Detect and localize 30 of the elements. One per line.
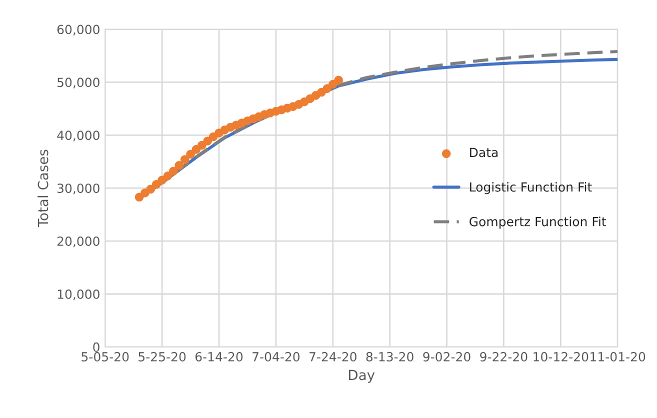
point [146, 184, 156, 194]
legend-label: Data [470, 148, 498, 158]
y-tick-label: 30,000 [57, 184, 100, 194]
y-tick-label: 50,000 [57, 78, 100, 88]
x-tick-label: 7-24-20 [310, 352, 356, 362]
y-tick-label: 10,000 [58, 289, 100, 300]
point [169, 166, 178, 176]
y-tick-label: 20,000 [57, 236, 100, 248]
x-tick-label: 10-12-20 [534, 352, 588, 362]
point [174, 160, 184, 170]
point [186, 150, 195, 159]
x-tick-label: 8-13-20 [366, 352, 414, 362]
x-tick-label: 5-25-20 [138, 352, 186, 362]
point [180, 155, 190, 164]
x-tick-label: 11-01-20 [590, 352, 646, 362]
legend-label: Gompertz Function Fit [470, 216, 606, 229]
y-tick-label: 0 [93, 342, 100, 352]
point [334, 76, 343, 84]
x-tick-label: 7-04-20 [252, 352, 300, 362]
y-tick-label: 40,000 [57, 130, 100, 142]
point [198, 140, 206, 150]
x-tick-label: 9-22-20 [480, 352, 528, 362]
x-tick-label: 6-14-20 [195, 352, 243, 362]
x-axis-title: Day [349, 370, 375, 383]
x-tick-label: 5-05-20 [82, 352, 129, 362]
y-axis-title: Total Cases [38, 150, 48, 228]
x-tick-label: 9-02-20 [423, 352, 470, 362]
legend-label: Logistic Function Fit [470, 182, 592, 194]
point [163, 172, 172, 180]
y-tick-label: 60,000 [57, 24, 100, 36]
